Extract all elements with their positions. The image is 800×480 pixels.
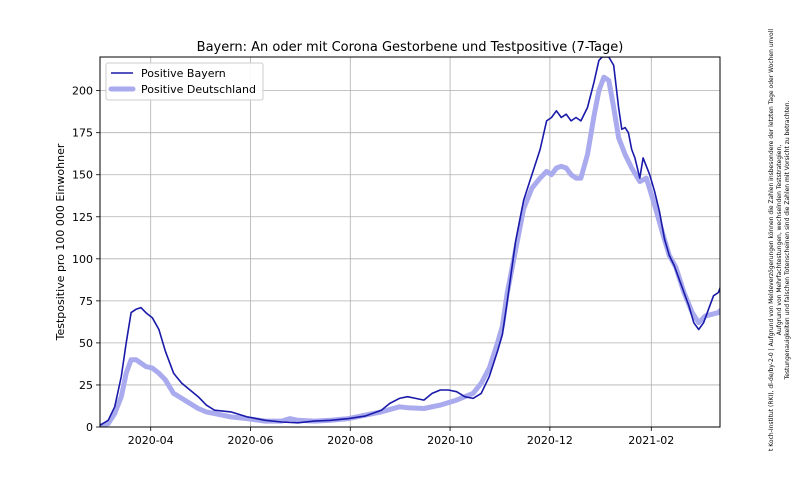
y-tick-label: 50: [79, 337, 93, 350]
y-tick-label: 150: [72, 169, 93, 182]
y-axis-label: Testpositive pro 100 000 Einwohner: [54, 143, 67, 341]
y-tick-label: 100: [72, 253, 93, 266]
plot-frame: [99, 56, 721, 428]
x-tick-label: 2020-12: [527, 434, 573, 447]
legend-label-positive-deutschland: Positive Deutschland: [141, 83, 256, 96]
y-tick-label: 125: [72, 211, 93, 224]
y-tick-label: 200: [72, 85, 93, 98]
y-tick-label: 0: [86, 421, 93, 434]
x-tick-label: 2020-08: [327, 434, 373, 447]
series-line-positive-deutschland: [100, 74, 720, 427]
x-tick-label: 2020-04: [128, 434, 174, 447]
x-tick-label: 2020-06: [228, 434, 274, 447]
x-tick-label: 2020-10: [427, 434, 473, 447]
side-note-line-3: Testungenauigkeiten und falschen Totensc…: [784, 100, 791, 380]
side-note: t Koch-Institut (RKI), dl-de/by-2-0 | Au…: [768, 29, 791, 451]
chart-title: Bayern: An oder mit Corona Gestorbene un…: [197, 40, 624, 55]
legend-box: [105, 62, 264, 101]
y-axis: 0 25 50 75 100 125 150 175 200: [72, 85, 100, 434]
side-note-line-2: Aufgrund von Mehrfachtestungen, wechseln…: [776, 145, 783, 335]
y-tick-label: 75: [79, 295, 93, 308]
y-tick-label: 25: [79, 379, 93, 392]
legend-label-positive-bayern: Positive Bayern: [141, 67, 226, 80]
grid: [100, 57, 720, 427]
x-axis: 2020-04 2020-06 2020-08 2020-10 2020-12 2021-…: [128, 427, 674, 447]
y-tick-label: 175: [72, 127, 93, 140]
legend: Positive Bayern Positive Deutschland: [105, 62, 264, 101]
series-layer: [100, 57, 720, 427]
side-note-line-1: t Koch-Institut (RKI), dl-de/by-2-0 | Au…: [768, 29, 775, 451]
x-tick-label: 2021-02: [628, 434, 674, 447]
series-line-positive-bayern: [100, 57, 720, 427]
